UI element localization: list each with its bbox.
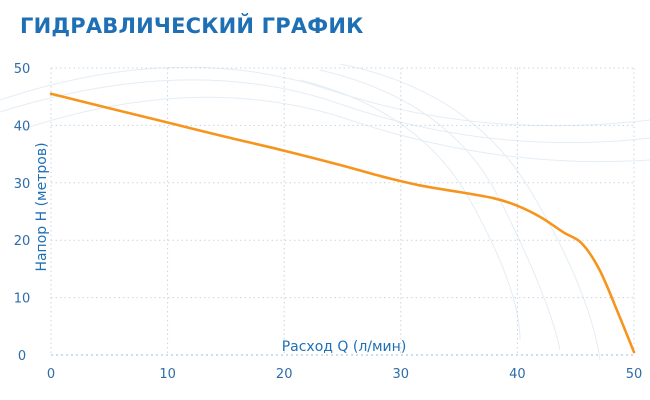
x-axis-label: Расход Q (л/мин)	[282, 339, 407, 355]
y-tick-label: 20	[14, 234, 31, 249]
series-line	[49, 92, 636, 354]
x-tick-label: 10	[159, 367, 176, 382]
background-watermark	[0, 63, 650, 361]
x-tick-label: 50	[626, 367, 643, 382]
y-tick-label: 10	[14, 292, 31, 307]
y-axis-label: Напор H (метров)	[34, 142, 50, 271]
y-tick-label: 30	[14, 177, 31, 192]
y-tick-label: 40	[14, 119, 31, 134]
y-tick-label: 50	[14, 62, 31, 77]
grid	[50, 67, 635, 356]
x-tick-label: 40	[509, 367, 526, 382]
x-tick-label: 0	[47, 367, 55, 382]
x-tick-label: 20	[276, 367, 293, 382]
chart-title: ГИДРАВЛИЧЕСКИЙ ГРАФИК	[20, 14, 364, 38]
y-axis-ticks: 0 10 20 30 40 50	[14, 62, 31, 364]
x-axis-ticks: 0 10 20 30 40 50	[47, 367, 642, 382]
x-tick-label: 30	[393, 367, 410, 382]
y-tick-label: 0	[18, 349, 26, 364]
